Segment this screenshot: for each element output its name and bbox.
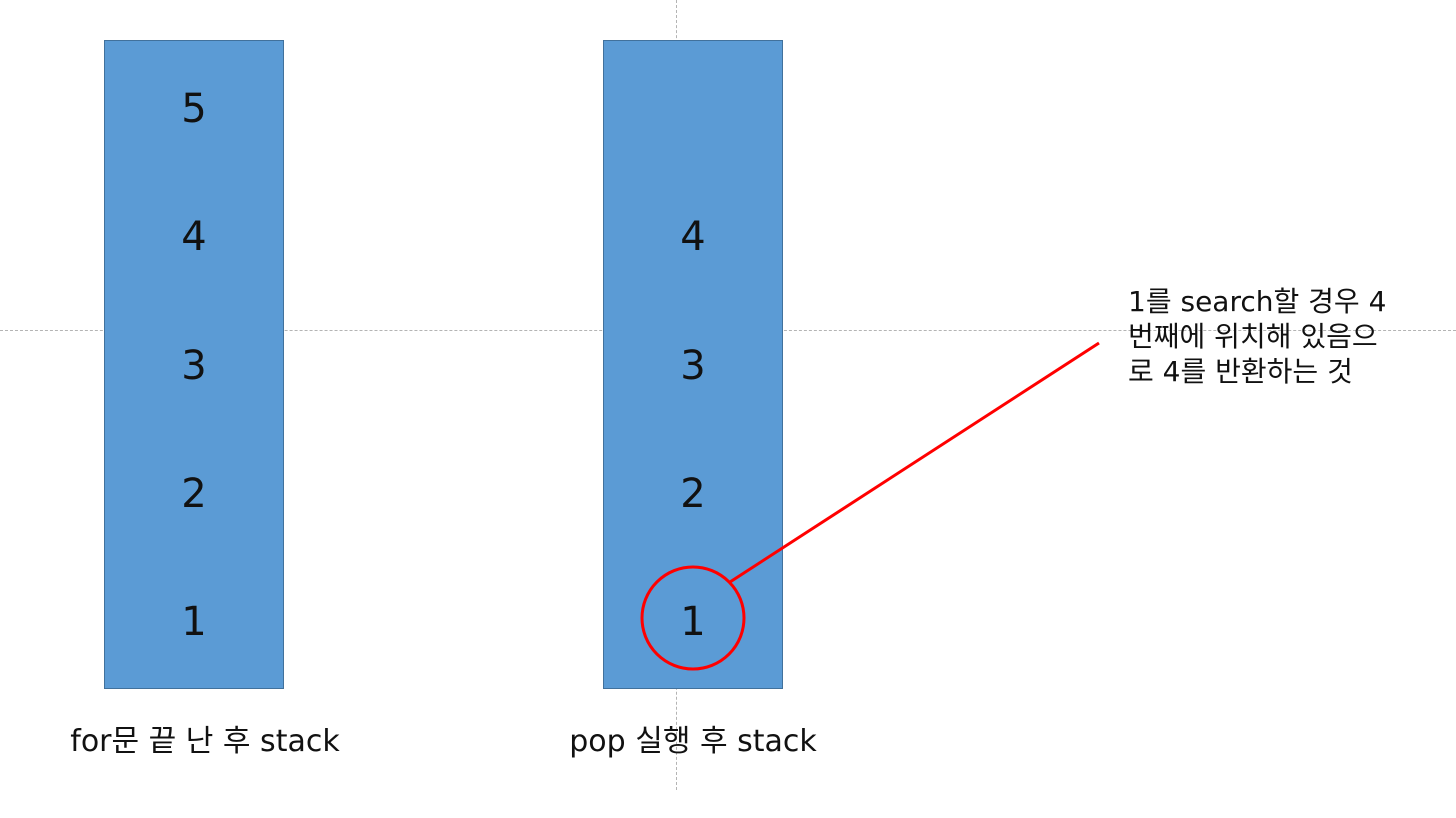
stack-item: 4 xyxy=(680,214,706,260)
stack-after-pop: 4 3 2 1 xyxy=(603,40,783,689)
stack-item: 1 xyxy=(680,599,706,645)
highlight-circle xyxy=(640,565,746,671)
stack-item: 2 xyxy=(181,471,207,517)
left-stack-caption: for문 끝 난 후 stack xyxy=(70,724,340,759)
stack-item: 1 xyxy=(181,599,207,645)
stack-item: 4 xyxy=(181,214,207,260)
stack-item: 3 xyxy=(680,343,706,389)
stack-item: 2 xyxy=(680,471,706,517)
stack-item: 3 xyxy=(181,343,207,389)
callout-line xyxy=(729,341,1100,584)
search-explanation-note: 1를 search할 경우 4 번째에 위치해 있음으 로 4를 반환하는 것 xyxy=(1128,285,1387,388)
stack-item: 5 xyxy=(181,86,207,132)
right-stack-caption: pop 실행 후 stack xyxy=(569,724,817,759)
stack-after-for-loop: 5 4 3 2 1 xyxy=(104,40,284,689)
